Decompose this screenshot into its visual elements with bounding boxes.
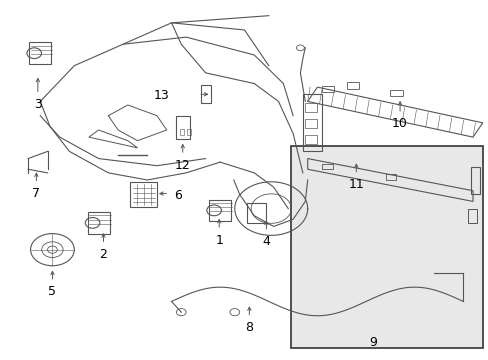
Bar [180,129,183,135]
Bar [29,42,51,64]
Text: 13: 13 [154,89,169,102]
Text: 8: 8 [245,321,253,334]
Bar [87,212,109,234]
Text: 7: 7 [32,187,41,200]
Bar [389,90,402,96]
Text: 1: 1 [215,234,223,247]
Text: 11: 11 [348,178,364,191]
Text: 4: 4 [262,235,270,248]
Text: 2: 2 [100,248,107,261]
Bar [130,182,157,207]
Bar [246,203,266,223]
Bar [469,167,479,194]
Bar [305,119,317,128]
Bar [176,116,190,139]
Text: 6: 6 [174,189,182,202]
Bar [305,103,317,112]
Bar [385,174,395,180]
Bar [305,135,317,144]
Text: 5: 5 [48,285,56,298]
Bar [209,200,231,221]
Text: 9: 9 [368,336,377,349]
Bar [322,163,332,169]
Bar [201,85,211,103]
Text: 10: 10 [391,117,407,130]
Text: 3: 3 [34,98,41,111]
Text: 12: 12 [175,158,190,172]
Bar [290,146,482,348]
Bar [346,82,358,89]
Bar [186,129,190,135]
Bar [467,209,476,223]
Bar [322,86,334,93]
